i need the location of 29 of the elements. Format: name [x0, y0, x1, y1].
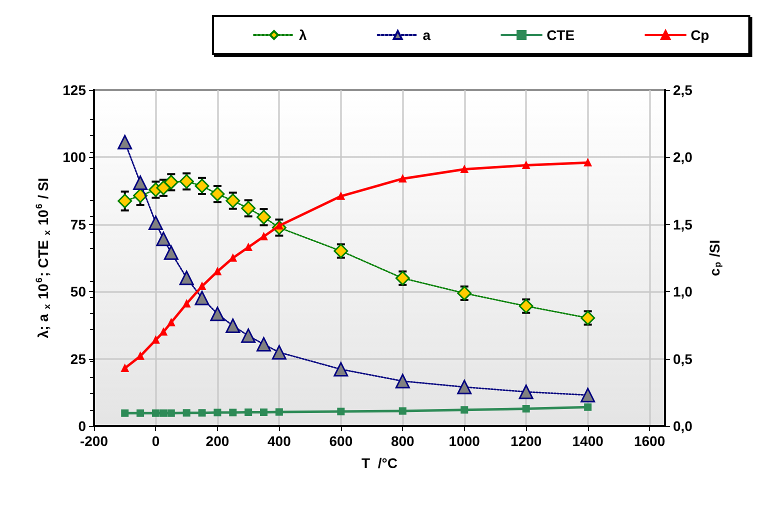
y-tick-label: 0: [78, 418, 86, 434]
x-tick-label: 800: [390, 433, 415, 449]
y-tick-label: 50: [70, 284, 86, 300]
legend-label: λ: [299, 27, 307, 43]
legend-label: Cp: [690, 27, 710, 43]
x-tick-label: 1400: [572, 433, 604, 449]
y-tick-label: 25: [70, 350, 86, 367]
text: λ; a x 106; CTE x 106 / SI: [34, 178, 52, 338]
y2-tick-label: 0,0: [673, 418, 693, 434]
y2-tick-label: 2,0: [673, 149, 693, 166]
x-tick-label: 1000: [448, 433, 480, 449]
legend-label: CTE: [546, 27, 575, 43]
y-tick-label: 75: [70, 216, 86, 232]
x-tick-label: 400: [268, 433, 292, 449]
y2-tick-label: 1,0: [673, 284, 693, 300]
x-axis-title: T /°C: [362, 455, 398, 471]
x-tick-label: 1200: [510, 433, 542, 449]
x-tick-label: 200: [206, 433, 230, 449]
x-tick-label: 0: [152, 433, 160, 449]
y2-axis-title: cp /SI: [706, 240, 722, 276]
x-tick-label: 600: [329, 433, 353, 449]
y2-tick-label: 1,5: [673, 216, 693, 232]
y-tick-label: 125: [62, 82, 86, 98]
x-tick-label: -200: [80, 433, 108, 449]
y-tick-label: 100: [62, 149, 86, 166]
y2-tick-label: 2,5: [673, 82, 693, 98]
x-tick-label: 1600: [634, 433, 666, 449]
legend-label: a: [422, 27, 431, 43]
y2-tick-label: 0,5: [673, 350, 693, 367]
